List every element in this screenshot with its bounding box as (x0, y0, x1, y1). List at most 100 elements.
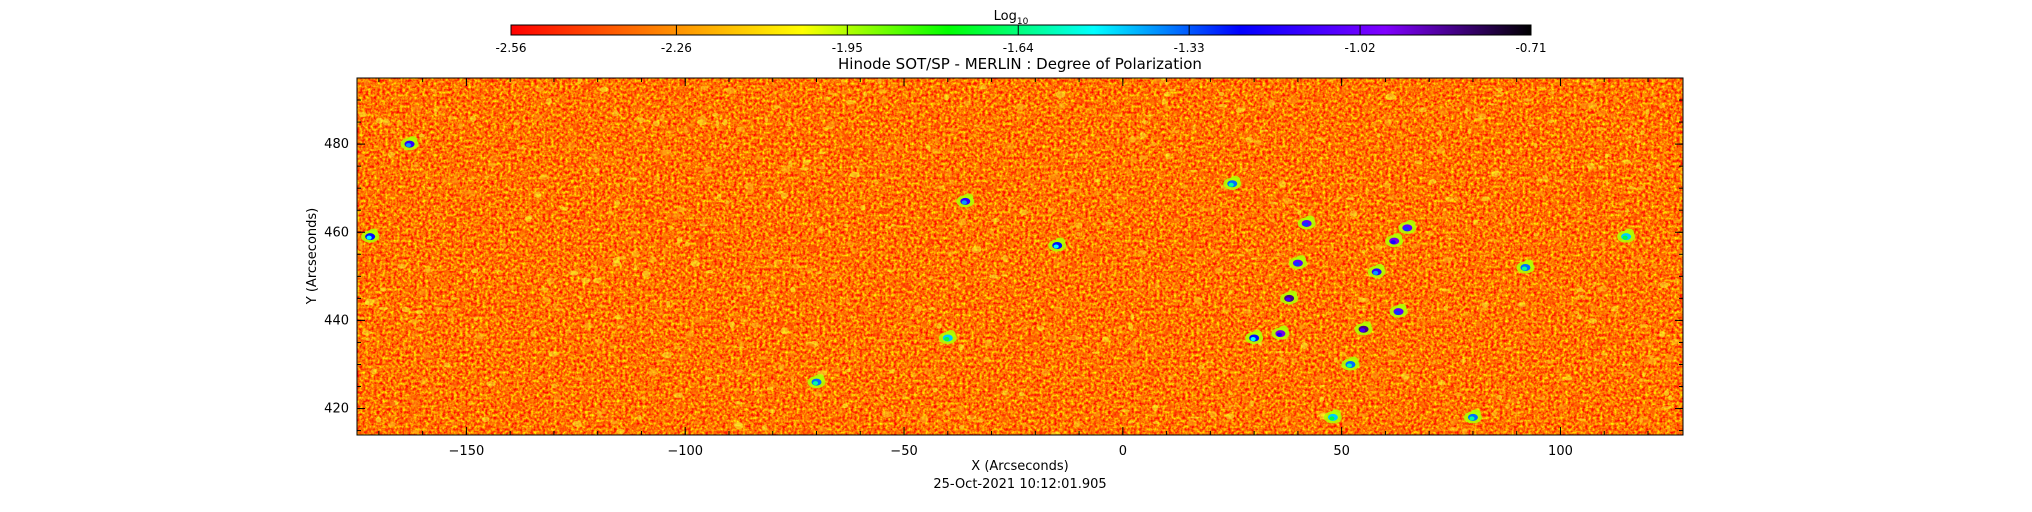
heatmap-speckle (763, 250, 773, 255)
heatmap-speckle (390, 131, 397, 134)
heatmap-speckle (372, 298, 379, 304)
heatmap-speckle (781, 92, 789, 96)
polarization-feature (1245, 330, 1264, 345)
heatmap-speckle (1087, 406, 1093, 411)
heatmap-speckle (528, 285, 533, 292)
heatmap-speckle (1345, 370, 1353, 375)
heatmap-speckle (495, 108, 505, 113)
heatmap-speckle (831, 273, 840, 277)
heatmap-speckle (381, 173, 391, 179)
heatmap-speckle (919, 415, 929, 423)
heatmap-speckle (410, 430, 420, 434)
heatmap-speckle (1209, 250, 1220, 254)
heatmap-speckle (800, 167, 810, 171)
heatmap-speckle (937, 236, 941, 242)
heatmap-speckle (415, 309, 423, 315)
heatmap-speckle (1595, 81, 1603, 84)
heatmap-speckle (1410, 243, 1421, 249)
heatmap-speckle (870, 156, 877, 162)
heatmap-speckle (914, 376, 924, 380)
heatmap-speckle (1341, 352, 1347, 356)
heatmap-speckle (574, 265, 578, 269)
heatmap-speckle (1053, 258, 1059, 263)
heatmap-speckle (845, 298, 851, 304)
heatmap-speckle (1139, 383, 1143, 387)
heatmap-speckle (1312, 192, 1321, 199)
heatmap-speckle (1488, 103, 1497, 106)
heatmap-speckle (412, 105, 422, 113)
heatmap-speckle (648, 256, 657, 264)
heatmap-speckle (1000, 415, 1008, 422)
polarization-feature (807, 374, 826, 389)
heatmap-speckle (575, 321, 582, 329)
heatmap-speckle (879, 97, 888, 104)
heatmap-speckle (1128, 157, 1138, 163)
heatmap-speckle (1547, 119, 1555, 124)
heatmap-speckle (977, 419, 985, 423)
heatmap-speckle (974, 124, 980, 128)
heatmap-speckle (435, 308, 439, 313)
polarization-feature (1341, 356, 1360, 371)
heatmap-speckle (1112, 114, 1123, 118)
x-tick-label: 50 (1333, 444, 1350, 459)
heatmap-speckle (710, 331, 721, 334)
heatmap-speckle (1517, 284, 1526, 291)
heatmap-speckle (474, 342, 484, 346)
heatmap-speckle (710, 245, 720, 249)
heatmap-speckle (889, 310, 893, 313)
heatmap-speckle (926, 238, 935, 245)
heatmap-speckle (1357, 308, 1368, 311)
heatmap-speckle (432, 88, 437, 94)
heatmap-speckle (1052, 155, 1056, 163)
heatmap-speckle (872, 329, 881, 337)
heatmap-speckle (1313, 392, 1317, 395)
heatmap-speckle (1511, 184, 1519, 187)
heatmap-speckle (586, 130, 591, 135)
heatmap-speckle (430, 387, 439, 393)
heatmap-speckle (684, 242, 691, 247)
heatmap-speckle (795, 183, 803, 187)
heatmap-speckle (1204, 326, 1208, 332)
heatmap-speckle (1017, 320, 1027, 323)
heatmap-speckle (1040, 321, 1049, 325)
heatmap-speckle (724, 224, 734, 230)
heatmap-speckle (1578, 188, 1588, 192)
heatmap-speckle (1283, 197, 1293, 205)
heatmap-speckle (1216, 419, 1222, 424)
heatmap-speckle (873, 110, 879, 116)
heatmap-speckle (1588, 238, 1594, 242)
heatmap-speckle (1389, 190, 1396, 195)
heatmap-speckle (1534, 328, 1540, 332)
heatmap-speckle (1442, 212, 1448, 219)
heatmap-speckle (596, 410, 602, 417)
heatmap-speckle (1149, 98, 1158, 105)
x-tick-label: 0 (1119, 444, 1127, 459)
heatmap-speckle (690, 228, 695, 232)
heatmap-speckle (1252, 129, 1260, 134)
heatmap-speckle (1242, 118, 1253, 123)
heatmap-speckle (949, 179, 954, 185)
heatmap-speckle (1094, 417, 1103, 425)
heatmap-speckle (935, 137, 940, 144)
heatmap-speckle (801, 427, 811, 435)
colorbar-tick-label: -1.95 (832, 41, 863, 55)
heatmap-speckle (1515, 105, 1520, 112)
heatmap-speckle (781, 192, 788, 199)
heatmap-speckle (1518, 308, 1523, 311)
heatmap-speckle (1481, 302, 1489, 305)
heatmap-speckle (1658, 104, 1666, 108)
heatmap-speckle (402, 287, 413, 293)
heatmap-speckle (591, 153, 601, 160)
heatmap-speckle (1223, 85, 1231, 90)
heatmap-speckle (955, 282, 960, 287)
heatmap-speckle (756, 386, 760, 394)
heatmap-speckle (1473, 163, 1478, 167)
y-tick-label: 440 (324, 313, 349, 328)
heatmap-speckle (1120, 415, 1131, 420)
heatmap-speckle (1511, 219, 1516, 223)
heatmap-speckle (544, 371, 548, 377)
heatmap-speckle (1305, 264, 1315, 269)
heatmap-speckle (684, 170, 692, 173)
heatmap-speckle (468, 400, 472, 406)
heatmap-speckle (1588, 101, 1598, 109)
